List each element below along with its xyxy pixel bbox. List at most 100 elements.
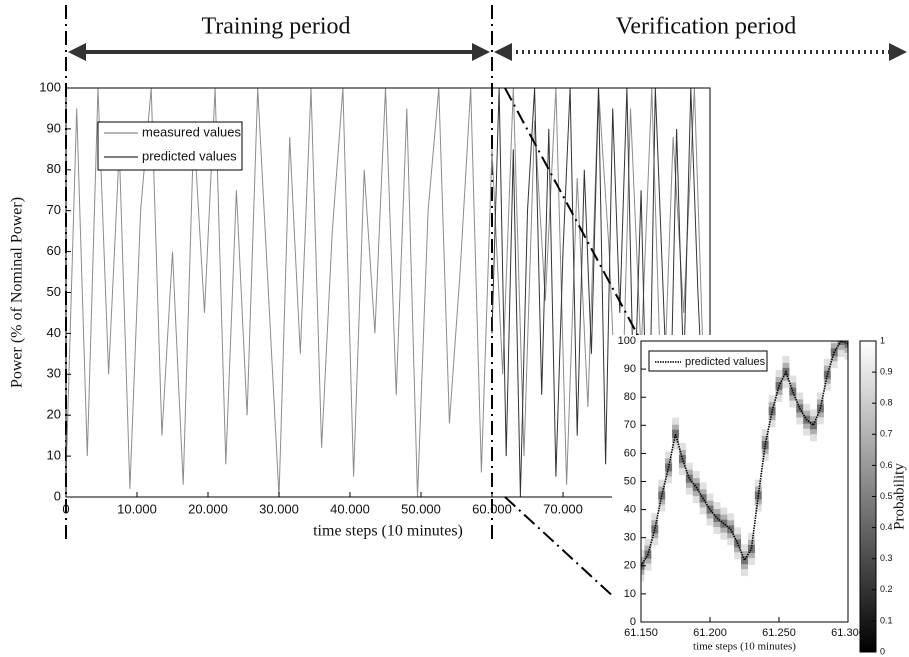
y-tick-label: 100 — [618, 335, 636, 347]
density-cell — [713, 509, 721, 528]
arrow-head — [494, 43, 512, 61]
density-cell — [761, 440, 769, 449]
x-tick-label: 60.000 — [472, 501, 512, 516]
density-cell — [685, 469, 693, 488]
x-tick-label: 61.150 — [624, 627, 658, 639]
annotation: Verification period — [616, 14, 797, 40]
colorbar-tick-label: 0.9 — [880, 366, 893, 376]
colorbar-tick-label: 0.2 — [880, 584, 893, 594]
zoom-line — [504, 87, 642, 342]
density-cell — [761, 428, 769, 461]
x-tick-label: 50.000 — [401, 501, 441, 516]
annotation: Training period — [201, 14, 350, 40]
x-tick-label: 20.000 — [188, 501, 228, 516]
density-cell — [747, 544, 755, 553]
density-cell — [837, 341, 845, 345]
density-cell — [810, 416, 817, 435]
density-cell — [768, 402, 776, 421]
y-tick-label: 70 — [624, 419, 636, 431]
density-cell — [713, 502, 721, 535]
x-tick-label: 0 — [62, 501, 69, 516]
y-tick-label: 10 — [624, 588, 636, 600]
y-tick-label: 70 — [47, 202, 61, 217]
x-tick-label: 30.000 — [259, 501, 299, 516]
density-cell — [768, 407, 776, 416]
y-tick-label: 0 — [54, 488, 61, 503]
x-tick-label: 10.000 — [117, 501, 157, 516]
density-cell — [789, 387, 797, 396]
zoom-line — [504, 496, 642, 623]
density-cell — [747, 532, 755, 565]
series-line — [66, 88, 706, 497]
colorbar-tick-label: 1 — [880, 335, 885, 345]
y-tick-label: 30 — [47, 366, 61, 381]
density-cell — [706, 505, 714, 514]
density-cell — [768, 395, 776, 428]
legend-box — [648, 350, 768, 372]
density-cell — [844, 341, 848, 353]
y-tick-label: 60 — [47, 243, 61, 258]
x-tick-label: 61.300 — [831, 627, 865, 639]
x-axis-label: time steps (10 minutes) — [693, 641, 796, 653]
density-cell — [672, 424, 679, 443]
x-tick-label: 70.000 — [543, 501, 583, 516]
colorbar-tick-label: 0.6 — [880, 460, 893, 470]
y-tick-label: 10 — [47, 448, 61, 463]
y-tick-label: 30 — [624, 532, 636, 544]
legend-label: measured values — [142, 124, 241, 139]
y-tick-label: 90 — [624, 363, 636, 375]
density-cell — [706, 493, 714, 526]
colorbar-tick-label: 0.5 — [880, 491, 893, 501]
density-cell — [761, 435, 769, 454]
legend: predicted values — [648, 350, 768, 372]
density-cell — [651, 520, 659, 539]
density-cell — [810, 421, 817, 430]
density-cell — [823, 365, 831, 384]
x-tick-label: 61.250 — [762, 627, 796, 639]
density-cell — [741, 551, 748, 570]
density-cell — [741, 556, 748, 565]
colorbar-tick-label: 0.8 — [880, 398, 893, 408]
main-chart: 0 10 20 30 40 50 60 70 80 90 100 0 10.000 20.000 30.00… — [9, 79, 711, 540]
colorbar-tick-label: 0.1 — [880, 615, 893, 625]
x-axis-label: time steps (10 minutes) — [313, 523, 463, 540]
colorbar-tick-label: 0.7 — [880, 429, 893, 439]
arrow-head — [68, 43, 86, 61]
y-tick-label: 100 — [39, 79, 61, 94]
y-tick-label: 80 — [47, 161, 61, 176]
y-tick-label: 20 — [47, 407, 61, 422]
legend-box — [97, 121, 243, 171]
density-cell — [837, 341, 845, 357]
density-cell — [685, 474, 693, 483]
density-cell — [844, 341, 848, 348]
density-cell — [837, 341, 845, 350]
y-tick-label: 20 — [624, 560, 636, 572]
y-tick-label: 50 — [624, 475, 636, 487]
density-cell — [789, 382, 797, 401]
period-annotations: Training period Verification period — [65, 5, 907, 540]
y-axis-label: Power (% of Nominal Power) — [9, 197, 26, 388]
density-cell — [651, 525, 659, 534]
density-cell — [713, 514, 721, 523]
x-tick-label: 40.000 — [330, 501, 370, 516]
density-cell — [844, 341, 848, 360]
colorbar-tick-label: 0.4 — [880, 522, 893, 532]
density-cell — [672, 429, 679, 438]
arrow-head — [472, 43, 490, 61]
density-cell — [747, 539, 755, 558]
y-tick-label: 40 — [47, 325, 61, 340]
y-tick-label: 50 — [47, 284, 61, 299]
density-cell — [823, 358, 831, 391]
colorbar-label: Probability — [891, 463, 907, 530]
legend: measured values predicted values — [97, 121, 243, 171]
density-cell — [823, 370, 831, 379]
density-cell — [651, 513, 659, 546]
y-tick-label: 90 — [47, 120, 61, 135]
legend-label: predicted values — [685, 356, 766, 368]
y-tick-label: 40 — [624, 504, 636, 516]
density-cell — [706, 500, 714, 519]
arrow-head — [889, 43, 907, 61]
colorbar-tick-label: 0 — [880, 646, 885, 656]
